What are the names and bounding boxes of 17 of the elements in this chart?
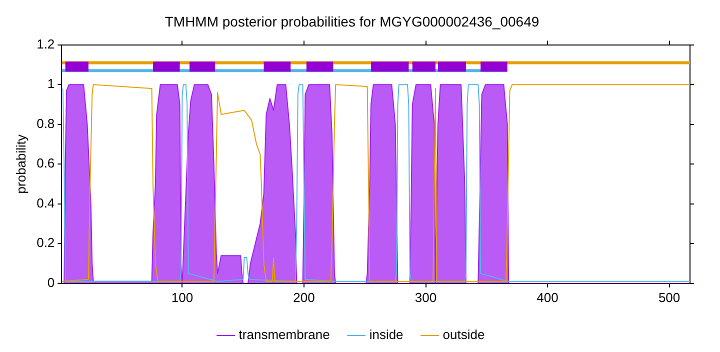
y-tick-label: 1.2 [36, 36, 55, 52]
y-tick-label: 0 [47, 274, 55, 290]
x-tick-label: 100 [171, 290, 194, 305]
x-tick-label: 200 [293, 290, 315, 305]
y-tick-label: 0.4 [36, 195, 55, 210]
x-tick-label: 300 [414, 290, 437, 305]
chart-title: TMHMM posterior probabilities for MGYG000002436_00649 [164, 13, 540, 30]
x-tick-label: 400 [536, 290, 558, 305]
legend-label: transmembrane [238, 327, 330, 342]
legend-label: inside [369, 327, 404, 342]
x-tick-label: 500 [658, 290, 680, 305]
y-tick-label: 0.8 [36, 116, 55, 131]
legend-label: outside [442, 327, 485, 342]
y-tick-label: 0.2 [36, 235, 55, 250]
y-tick-label: 1 [47, 76, 55, 92]
y-tick-label: 0.6 [36, 156, 55, 171]
y-axis-title: probability [13, 134, 28, 194]
